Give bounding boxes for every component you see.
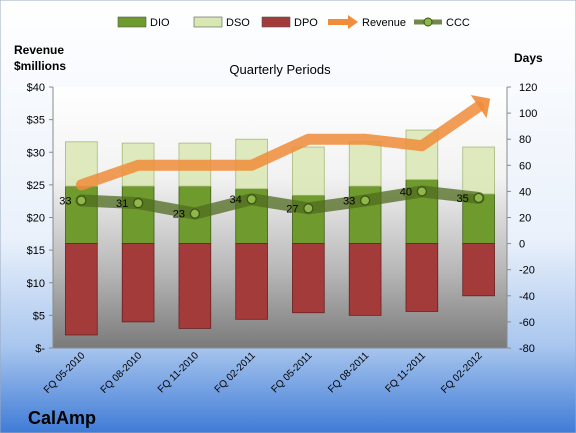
legend-label: DPO [294, 17, 318, 29]
ccc-series: 33 31 23 34 27 33 40 35 [59, 185, 485, 221]
revenue-line [75, 101, 485, 191]
right-tick-label: 20 [519, 213, 531, 225]
bar-dpo [405, 243, 439, 312]
bar-dio [121, 185, 155, 244]
right-tick-label: -60 [519, 317, 535, 329]
right-tick-label: 40 [519, 186, 531, 198]
ccc-data-label: 35 [457, 193, 469, 205]
left-tick-label: $20 [27, 213, 45, 225]
ccc-data-label: 33 [59, 196, 71, 208]
revenue-series [75, 95, 491, 191]
ccc-data-label: 40 [400, 186, 412, 198]
company-name: CalAmp [28, 408, 96, 428]
left-tick-label: $5 [33, 310, 45, 322]
legend-label: DSO [226, 17, 250, 29]
ccc-point [416, 186, 427, 197]
ccc-line [75, 185, 485, 220]
right-axis-title: Days [514, 51, 543, 65]
legend-label: CCC [446, 17, 470, 29]
bar-dpo [178, 243, 212, 329]
left-tick-label: $15 [27, 245, 45, 257]
left-tick-label: $- [35, 343, 45, 355]
ccc-point [76, 195, 87, 206]
bar-dpo [348, 243, 382, 316]
ccc-point [133, 198, 144, 209]
ccc-data-label: 34 [230, 194, 242, 206]
ccc-data-label: 33 [343, 196, 355, 208]
left-axis: $- $5 $10 $15 $20 $25 $30 $35 $40 [27, 82, 507, 355]
right-tick-label: -40 [519, 291, 535, 303]
right-tick-label: -20 [519, 265, 535, 277]
left-axis-title-line2: $millions [14, 59, 66, 73]
left-tick-label: $30 [27, 147, 45, 159]
legend-swatch [117, 16, 147, 28]
legend: DIO DSO DPO Revenue CCC [117, 15, 470, 29]
left-tick-label: $40 [27, 82, 45, 94]
bar-dpo [235, 243, 268, 320]
ccc-point [246, 194, 257, 205]
bar-dso [348, 141, 382, 187]
ccc-data-label: 31 [116, 198, 128, 210]
right-axis: -80 -60 -40 -20 0 20 40 60 80 100 120 [506, 82, 537, 355]
right-tick-label: 120 [519, 82, 537, 94]
left-axis-title-line1: Revenue [14, 43, 64, 57]
chart-title: Quarterly Periods [229, 62, 331, 77]
bar-dso [462, 146, 495, 195]
right-tick-label: -80 [519, 343, 535, 355]
ccc-point [473, 192, 484, 204]
legend-swatch [261, 16, 291, 28]
right-tick-label: 0 [519, 239, 525, 251]
bar-dpo [65, 243, 98, 336]
legend-label: DIO [150, 17, 170, 29]
bar-dso [292, 146, 325, 196]
bar-dpo [292, 243, 325, 314]
right-tick-label: 60 [519, 160, 531, 172]
legend-label: Revenue [362, 17, 406, 29]
bar-dpo [121, 243, 155, 323]
right-tick-label: 100 [519, 108, 537, 120]
plot-area [53, 87, 507, 348]
bar-dpo [462, 243, 495, 297]
left-tick-label: $10 [27, 278, 45, 290]
ccc-data-label: 27 [286, 203, 298, 215]
revenue-arrowhead [470, 95, 491, 119]
ccc-data-label: 23 [173, 209, 185, 221]
left-tick-label: $35 [27, 115, 45, 127]
legend-arrowhead [348, 15, 358, 29]
right-tick-label: 80 [519, 134, 531, 146]
ccc-point [303, 203, 314, 214]
left-tick-label: $25 [27, 180, 45, 192]
legend-marker [423, 17, 433, 27]
legend-swatch [193, 16, 223, 28]
ccc-point [189, 208, 200, 219]
ccc-point [360, 195, 371, 206]
